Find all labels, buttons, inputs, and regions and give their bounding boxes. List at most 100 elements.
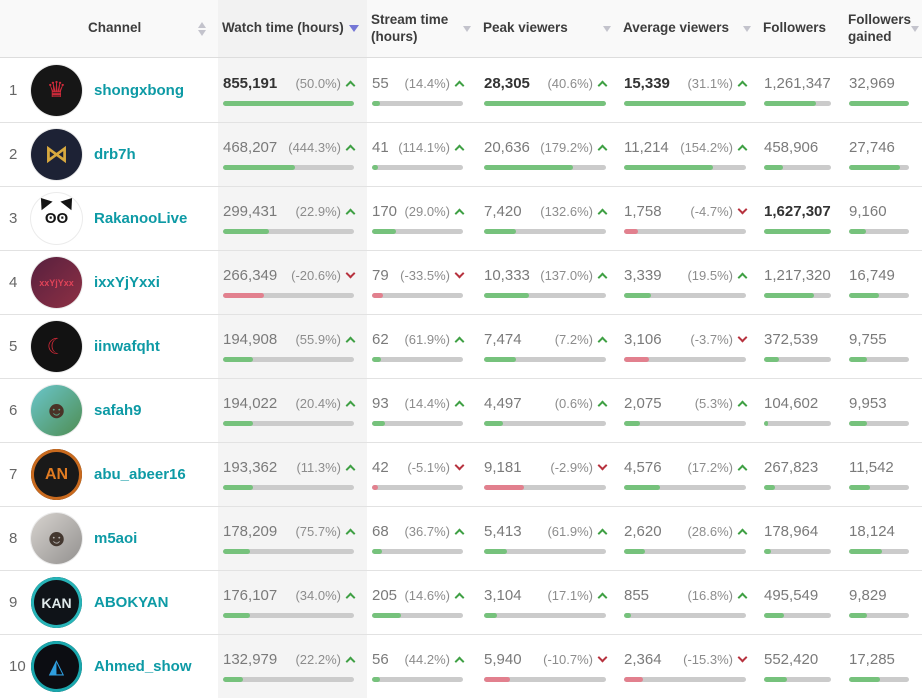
channel-link[interactable]: ABOKYAN (94, 594, 169, 611)
watch-time-change: (34.0%) (295, 588, 341, 603)
stream-time-change: (61.9%) (404, 332, 450, 347)
stream-time-bar (372, 357, 463, 362)
peak-viewers-bar (484, 677, 606, 682)
channel-avatar[interactable]: ♛ (31, 64, 82, 116)
header-watch-time[interactable]: Watch time (hours) (218, 0, 367, 57)
watch-time-change: (20.4%) (295, 396, 341, 411)
peak-viewers-cell: 5,413 (61.9%) (479, 507, 619, 570)
rank: 3 (9, 210, 18, 227)
header-followers[interactable]: Followers (759, 0, 844, 57)
rank: 2 (9, 146, 18, 163)
header-channel[interactable]: Channel (30, 0, 218, 57)
avatar-text: KAN (41, 594, 72, 611)
followers-gained-value: 11,542 (849, 459, 894, 476)
watch-time-bar (223, 357, 354, 362)
average-viewers-cell: 2,620 (28.6%) (619, 507, 759, 570)
channel-link[interactable]: ixxYjYxxi (94, 274, 160, 291)
channel-link[interactable]: shongxbong (94, 81, 184, 99)
sort-desc-icon (603, 25, 611, 32)
channel-link[interactable]: RakanooLive (94, 210, 188, 227)
watch-time-value: 266,349 (223, 267, 278, 284)
trend-arrow-icon (454, 592, 465, 603)
average-viewers-cell: 855 (16.8%) (619, 571, 759, 634)
channel-link[interactable]: m5aoi (94, 530, 138, 547)
followers-gained-cell: 27,746 (844, 123, 922, 186)
watch-time-cell: 468,207 (444.3%) (218, 123, 367, 186)
peak-viewers-change: (61.9%) (547, 524, 593, 539)
watch-time-cell: 855,191 (50.0%) (218, 58, 367, 122)
stream-time-cell: 205 (14.6%) (367, 571, 479, 634)
stream-time-change: (36.7%) (404, 524, 450, 539)
average-viewers-value: 2,075 (624, 395, 662, 412)
followers-cell: 104,602 (759, 379, 844, 442)
watch-time-change: (22.2%) (295, 652, 341, 667)
stream-time-change: (14.4%) (404, 396, 450, 411)
stream-time-value: 205 (372, 587, 398, 604)
header-average-viewers[interactable]: Average viewers (619, 0, 759, 57)
table-row: 5 ☾ iinwafqht 194,908 (55.9%) 62 (61.9%) (0, 314, 922, 378)
peak-viewers-change: (17.1%) (547, 588, 593, 603)
sort-desc-icon (911, 25, 920, 32)
stream-time-change: (-5.1%) (407, 460, 450, 475)
header-followers-gained[interactable]: Followers gained (844, 0, 922, 57)
stream-time-bar (372, 229, 463, 234)
followers-gained-bar (849, 100, 909, 106)
followers-value: 372,539 (764, 331, 819, 348)
channel-avatar[interactable]: ☾ (31, 321, 82, 372)
average-viewers-cell: 4,576 (17.2%) (619, 443, 759, 506)
followers-gained-cell: 16,749 (844, 251, 922, 314)
channel-link[interactable]: abu_abeer16 (94, 466, 186, 483)
channel-avatar[interactable]: ☻ (31, 513, 82, 564)
peak-viewers-cell: 5,940 (-10.7%) (479, 635, 619, 698)
followers-value: 178,964 (764, 523, 819, 540)
avatar-text: ☾ (46, 333, 67, 359)
peak-viewers-bar (484, 229, 606, 234)
channel-avatar[interactable]: AN (31, 449, 82, 500)
followers-gained-bar (849, 549, 909, 554)
followers-cell: 552,420 (759, 635, 844, 698)
peak-viewers-change: (179.2%) (540, 140, 593, 155)
average-viewers-cell: 3,339 (19.5%) (619, 251, 759, 314)
rank: 10 (9, 658, 26, 675)
channel-avatar[interactable]: ⋈ (31, 129, 82, 180)
watch-time-cell: 194,022 (20.4%) (218, 379, 367, 442)
header-followers-label: Followers (763, 20, 827, 36)
average-viewers-bar (624, 613, 746, 618)
followers-gained-value: 17,285 (849, 651, 895, 668)
peak-viewers-change: (7.2%) (554, 332, 593, 347)
watch-time-cell: 178,209 (75.7%) (218, 507, 367, 570)
channel-cell: ʘʘ RakanooLive (30, 187, 218, 250)
channel-link[interactable]: safah9 (94, 402, 142, 419)
channel-link[interactable]: iinwafqht (94, 338, 160, 355)
channel-link[interactable]: drb7h (94, 146, 136, 163)
rank: 8 (9, 530, 18, 547)
stream-time-value: 79 (372, 267, 389, 284)
avatar-text: AN (44, 465, 69, 483)
watch-time-change: (75.7%) (295, 524, 341, 539)
table-row: 9 KAN ABOKYAN 176,107 (34.0%) 205 (14.6%… (0, 570, 922, 634)
header-stream-time[interactable]: Stream time (hours) (367, 0, 479, 57)
trend-arrow-icon (737, 652, 748, 663)
avatar-text: ☻ (43, 524, 70, 552)
channel-avatar[interactable]: KAN (31, 577, 82, 628)
watch-time-change: (-20.6%) (291, 268, 341, 283)
average-viewers-change: (17.2%) (687, 460, 733, 475)
stream-time-cell: 56 (44.2%) (367, 635, 479, 698)
stream-time-bar (372, 485, 463, 490)
average-viewers-bar (624, 485, 746, 490)
followers-gained-cell: 9,829 (844, 571, 922, 634)
trend-arrow-icon (597, 80, 608, 90)
followers-value: 267,823 (764, 459, 819, 476)
channel-link[interactable]: Ahmed_show (94, 658, 192, 675)
channel-avatar[interactable]: ◭ (31, 641, 82, 692)
average-viewers-value: 15,339 (624, 74, 670, 92)
channel-avatar[interactable]: ☻ (31, 385, 82, 436)
channel-avatar[interactable]: xxYjYxx (31, 257, 82, 308)
channel-avatar[interactable]: ʘʘ (31, 193, 82, 244)
watch-time-value: 299,431 (223, 203, 278, 220)
peak-viewers-bar (484, 357, 606, 362)
stream-time-cell: 79 (-33.5%) (367, 251, 479, 314)
rank: 9 (9, 594, 18, 611)
header-peak-viewers[interactable]: Peak viewers (479, 0, 619, 57)
table-row: 6 ☻ safah9 194,022 (20.4%) 93 (14.4%) (0, 378, 922, 442)
